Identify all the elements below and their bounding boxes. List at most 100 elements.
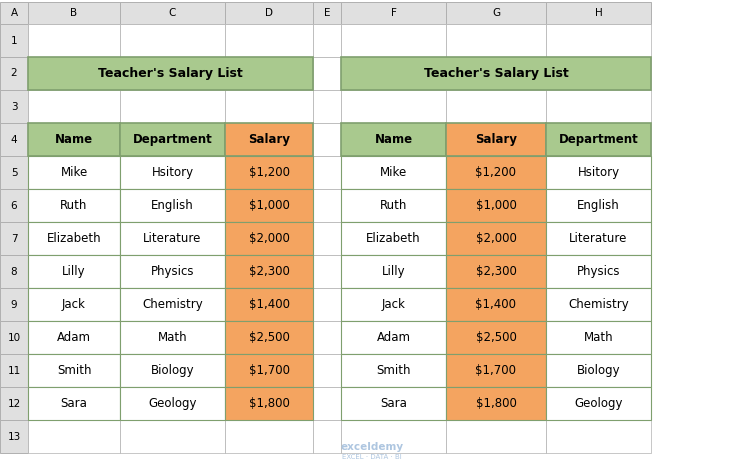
Bar — [225, 288, 313, 321]
Bar — [28, 321, 120, 354]
Text: $2,500: $2,500 — [248, 331, 289, 344]
Bar — [120, 387, 225, 420]
Bar — [0, 354, 28, 387]
Bar — [0, 321, 28, 354]
Text: Lilly: Lilly — [382, 265, 405, 278]
Bar — [341, 24, 446, 57]
Bar — [28, 354, 120, 387]
Text: Name: Name — [55, 133, 93, 146]
Bar — [546, 189, 651, 222]
Bar — [313, 24, 341, 57]
Bar — [341, 156, 446, 189]
Bar — [546, 156, 651, 189]
Text: 4: 4 — [10, 134, 17, 145]
Bar — [546, 222, 651, 255]
Bar — [225, 189, 313, 222]
Text: H: H — [594, 8, 603, 18]
Bar — [546, 24, 651, 57]
Bar — [546, 387, 651, 420]
Bar — [0, 189, 28, 222]
Bar — [28, 2, 120, 24]
Bar — [341, 222, 446, 255]
Text: 6: 6 — [10, 200, 17, 211]
Bar — [0, 156, 28, 189]
Bar — [546, 156, 651, 189]
Text: Adam: Adam — [57, 331, 91, 344]
Bar — [0, 387, 28, 420]
Bar — [225, 321, 313, 354]
Bar — [225, 2, 313, 24]
Text: Name: Name — [374, 133, 413, 146]
Text: D: D — [265, 8, 273, 18]
Text: Chemistry: Chemistry — [142, 298, 203, 311]
Text: Biology: Biology — [577, 364, 620, 377]
Text: Teacher's Salary List: Teacher's Salary List — [423, 67, 568, 80]
Text: Mike: Mike — [60, 166, 88, 179]
Text: Smith: Smith — [57, 364, 92, 377]
Bar — [225, 387, 313, 420]
Text: Salary: Salary — [248, 133, 290, 146]
Bar — [120, 255, 225, 288]
Bar — [446, 24, 546, 57]
Bar — [341, 420, 446, 453]
Text: 5: 5 — [10, 167, 17, 178]
Bar — [313, 156, 341, 189]
Bar — [341, 2, 446, 24]
Text: $1,800: $1,800 — [248, 397, 289, 410]
Bar — [546, 354, 651, 387]
Text: Sara: Sara — [60, 397, 88, 410]
Bar — [225, 255, 313, 288]
Bar — [341, 387, 446, 420]
Bar — [0, 90, 28, 123]
Bar — [313, 189, 341, 222]
Bar — [0, 123, 28, 156]
Text: $1,700: $1,700 — [248, 364, 289, 377]
Bar — [341, 57, 446, 90]
Bar — [446, 189, 546, 222]
Bar — [28, 387, 120, 420]
Bar — [313, 321, 341, 354]
Text: Chemistry: Chemistry — [568, 298, 629, 311]
Bar — [120, 222, 225, 255]
Bar — [28, 123, 120, 156]
Text: E: E — [324, 8, 330, 18]
Bar — [120, 189, 225, 222]
Text: 11: 11 — [7, 365, 21, 376]
Bar — [341, 123, 446, 156]
Text: Elizabeth: Elizabeth — [47, 232, 101, 245]
Bar — [313, 354, 341, 387]
Bar — [0, 24, 28, 57]
Text: Mike: Mike — [380, 166, 407, 179]
Bar — [446, 57, 546, 90]
Bar — [341, 222, 446, 255]
Bar — [546, 123, 651, 156]
Text: $2,000: $2,000 — [248, 232, 289, 245]
Bar — [225, 222, 313, 255]
Text: $1,200: $1,200 — [475, 166, 516, 179]
Text: $2,500: $2,500 — [475, 331, 516, 344]
Bar — [28, 57, 313, 90]
Bar — [120, 156, 225, 189]
Bar — [446, 189, 546, 222]
Bar — [341, 288, 446, 321]
Text: Elizabeth: Elizabeth — [366, 232, 421, 245]
Bar — [225, 222, 313, 255]
Text: $2,000: $2,000 — [475, 232, 516, 245]
Bar — [341, 57, 651, 90]
Bar — [225, 255, 313, 288]
Bar — [313, 123, 341, 156]
Bar — [546, 288, 651, 321]
Bar — [225, 123, 313, 156]
Text: Hsitory: Hsitory — [577, 166, 620, 179]
Text: 12: 12 — [7, 399, 21, 408]
Bar — [225, 387, 313, 420]
Bar — [225, 156, 313, 189]
Bar — [546, 288, 651, 321]
Bar — [546, 354, 651, 387]
Bar — [446, 288, 546, 321]
Bar — [341, 123, 446, 156]
Bar — [341, 288, 446, 321]
Text: $2,300: $2,300 — [475, 265, 516, 278]
Text: EXCEL · DATA · BI: EXCEL · DATA · BI — [342, 454, 402, 460]
Bar — [0, 222, 28, 255]
